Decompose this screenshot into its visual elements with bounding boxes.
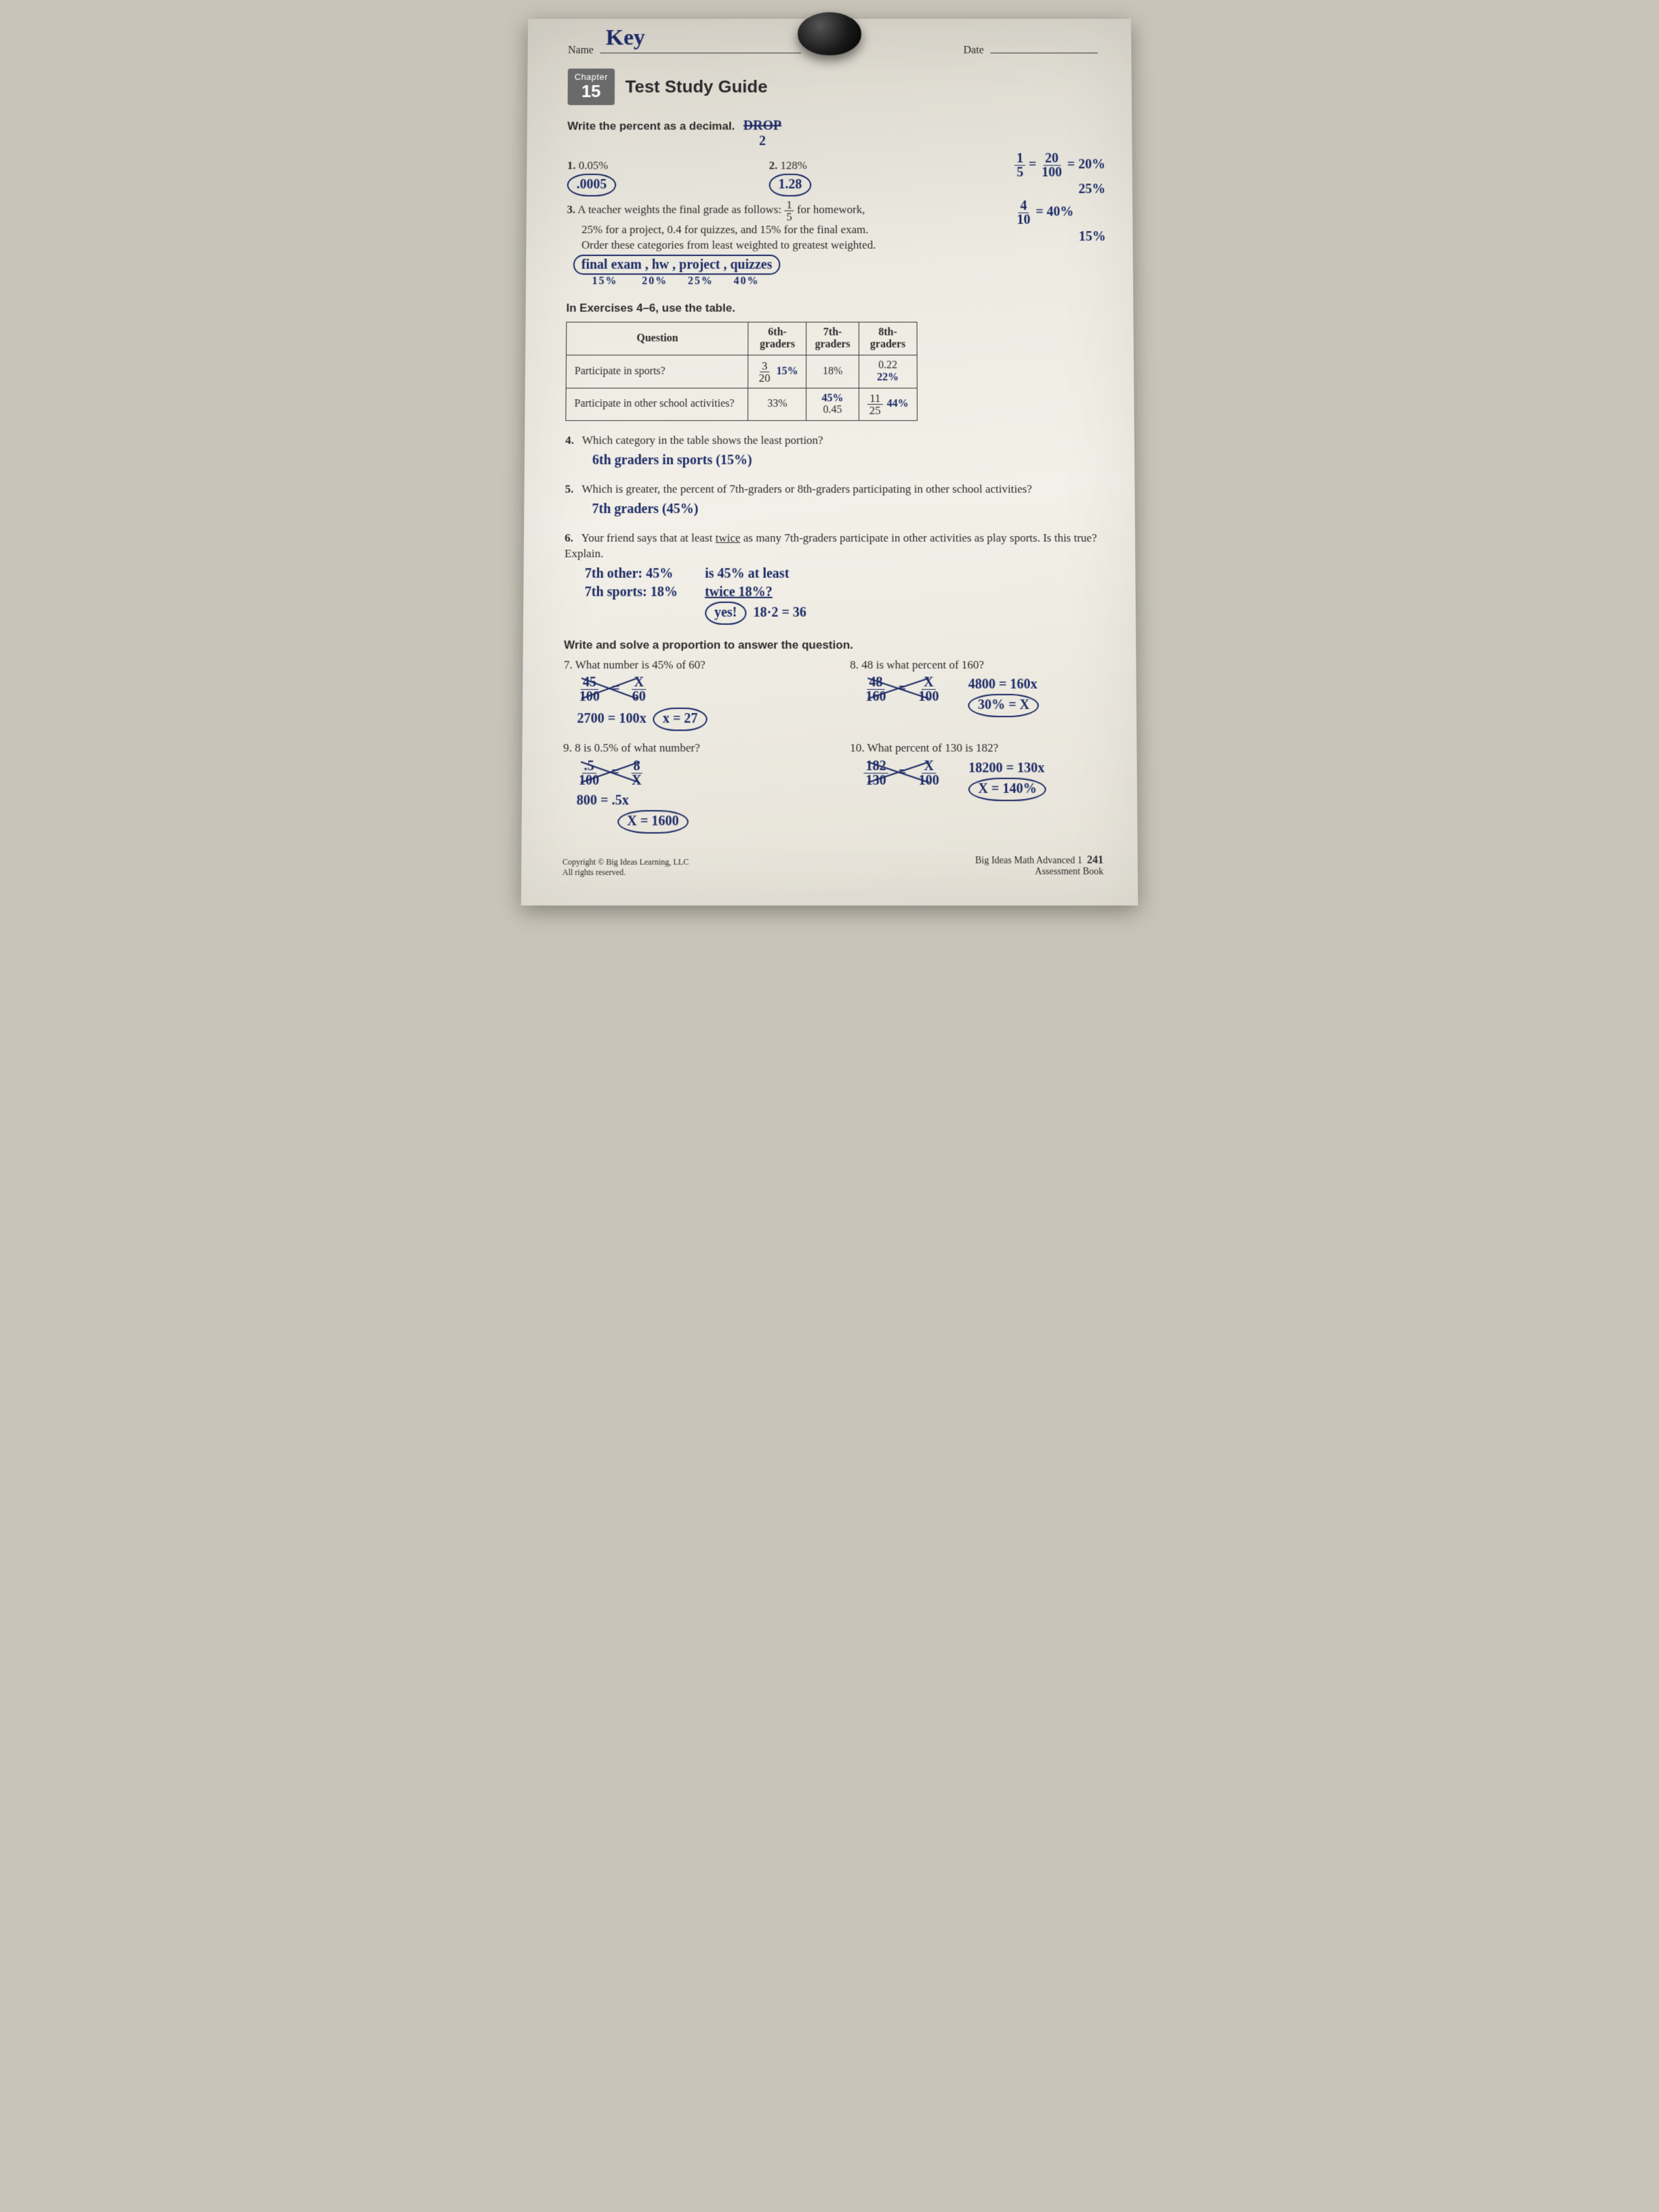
row1-c3: 0.22 22% — [859, 355, 917, 388]
q9-label: 9. — [563, 741, 572, 754]
cross-multiply-icon: .5100 = 8X — [577, 760, 644, 788]
drop-note: DROP 2 — [743, 119, 781, 149]
worksheet-page: Name Key Date Chapter 15 Test Study Guid… — [521, 19, 1138, 906]
q3-text-c: 25% for a project, 0.4 for quizzes, and … — [581, 222, 1099, 238]
q2-answer: 1.28 — [769, 173, 812, 197]
col-7th: 7th- graders — [806, 323, 859, 356]
q6-underline: twice — [716, 531, 741, 544]
q4-text: Which category in the table shows the le… — [582, 434, 823, 447]
q6-label: 6. — [565, 531, 573, 544]
col-question: Question — [567, 323, 749, 356]
col-6th: 6th- graders — [748, 323, 806, 356]
chapter-label: Chapter — [575, 73, 608, 81]
cross-multiply-icon: 48160 = X100 — [863, 676, 941, 703]
question-6: 6. Your friend says that at least twice … — [564, 531, 1101, 625]
row2-c1: 33% — [748, 388, 806, 420]
q8-work: 48160 = X100 4800 = 160x 30% = X — [863, 676, 1039, 718]
q3-text-b: for homework, — [797, 203, 865, 216]
question-2: 2. 128% 1.28 — [769, 159, 812, 197]
q9-work: .5100 = 8X 800 = .5x X = 1600 — [576, 760, 823, 834]
q4-label: 4. — [565, 434, 574, 447]
q5-answer: 7th graders (45%) — [592, 500, 1101, 518]
q7-text: What number is 45% of 60? — [575, 658, 705, 671]
chapter-badge: Chapter 15 — [568, 68, 615, 105]
q6-work: 7th other: 45% 7th sports: 18% is 45% at… — [584, 565, 1101, 625]
chapter-header: Chapter 15 Test Study Guide — [568, 68, 1099, 105]
date-label: Date — [964, 45, 984, 56]
q7-label: 7. — [564, 658, 573, 671]
q6-work-right: is 45% at least twice 18%? yes! 18·2 = 3… — [705, 565, 806, 625]
name-field: Name Key — [568, 39, 802, 56]
section-a-heading: Write the percent as a decimal. DROP 2 — [567, 119, 1099, 149]
question-8: 8. 48 is what percent of 160? 48160 = X1… — [850, 657, 1039, 718]
q7-q8-row: 7. What number is 45% of 60? 45100 = X60… — [563, 657, 1103, 731]
question-4: 4. Which category in the table shows the… — [565, 433, 1101, 470]
section-b-heading: In Exercises 4–6, use the table. — [566, 302, 1099, 315]
binder-clip — [798, 12, 861, 56]
section-c-heading: Write and solve a proportion to answer t… — [564, 638, 1102, 652]
q1-answer: .0005 — [567, 173, 617, 197]
q8-text: 48 is what percent of 160? — [861, 658, 984, 671]
q3-text-d: Order these categories from least weight… — [581, 238, 1099, 253]
chapter-number: 15 — [574, 83, 607, 100]
q10-work: 182130 = X100 18200 = 130x X = 140% — [863, 760, 1046, 802]
q3-answer-pcts: 15% 20% 25% 40% — [592, 274, 1100, 288]
question-1: 1. 0.05% .0005 — [567, 159, 742, 197]
q5-text: Which is greater, the percent of 7th-gra… — [581, 483, 1032, 495]
drop-note-top: DROP — [743, 119, 781, 134]
col-8th: 8th- graders — [859, 323, 917, 356]
q8-label: 8. — [850, 658, 859, 671]
section-a-heading-text: Write the percent as a decimal. — [567, 120, 735, 133]
row2-c2: 45% 0.45 — [806, 388, 859, 420]
page-title: Test Study Guide — [626, 77, 768, 97]
q3-label: 3. — [567, 203, 575, 216]
name-label: Name — [568, 45, 594, 56]
q6-text-a: Your friend says that at least — [581, 531, 716, 544]
row1-c2: 18% — [806, 355, 859, 388]
q3-answer-list: final exam , hw , project , quizzes — [573, 255, 781, 275]
q6-work-left: 7th other: 45% 7th sports: 18% — [585, 565, 678, 601]
table-row: Participate in sports? 320 15% 18% 0.22 … — [566, 355, 917, 388]
question-7: 7. What number is 45% of 60? 45100 = X60… — [563, 657, 823, 731]
name-value: Key — [606, 26, 645, 51]
row1-c1: 320 15% — [748, 355, 806, 388]
row2-label: Participate in other school activities? — [566, 388, 748, 420]
q10-label: 10. — [850, 741, 864, 754]
q3-answer: final exam , hw , project , quizzes 15% … — [573, 256, 1100, 289]
q7-work: 45100 = X60 2700 = 100x x = 27 — [577, 676, 823, 731]
date-field: Date — [964, 39, 1098, 56]
side-calc-line2: 25% — [1015, 179, 1105, 199]
side-calc-line1: 15 = 20100 = 20% — [1015, 152, 1105, 179]
q4-answer: 6th graders in sports (15%) — [592, 451, 1101, 470]
q1-q2-row: 1. 0.05% .0005 2. 128% 1.28 15 = 20100 =… — [567, 155, 1099, 197]
row1-label: Participate in sports? — [566, 355, 748, 388]
page-number: 241 — [1087, 855, 1103, 866]
table-row: Participate in other school activities? … — [566, 388, 917, 420]
row2-c3: 1125 44% — [859, 388, 917, 420]
question-5: 5. Which is greater, the percent of 7th-… — [565, 482, 1101, 518]
q5-label: 5. — [565, 483, 574, 495]
q1-printed: 0.05% — [579, 159, 609, 172]
question-3: 3. A teacher weights the final grade as … — [567, 199, 1100, 289]
q2-label: 2. — [769, 159, 778, 172]
q3-text-a: A teacher weights the final grade as fol… — [577, 203, 784, 216]
table-header-row: Question 6th- graders 7th- graders 8th- … — [567, 323, 917, 356]
cross-multiply-icon: 182130 = X100 — [863, 760, 941, 788]
q2-printed: 128% — [781, 159, 807, 172]
drop-note-bottom: 2 — [759, 134, 766, 149]
q1-label: 1. — [567, 159, 576, 172]
cross-multiply-icon: 45100 = X60 — [577, 676, 648, 703]
data-table: Question 6th- graders 7th- graders 8th- … — [565, 322, 917, 421]
